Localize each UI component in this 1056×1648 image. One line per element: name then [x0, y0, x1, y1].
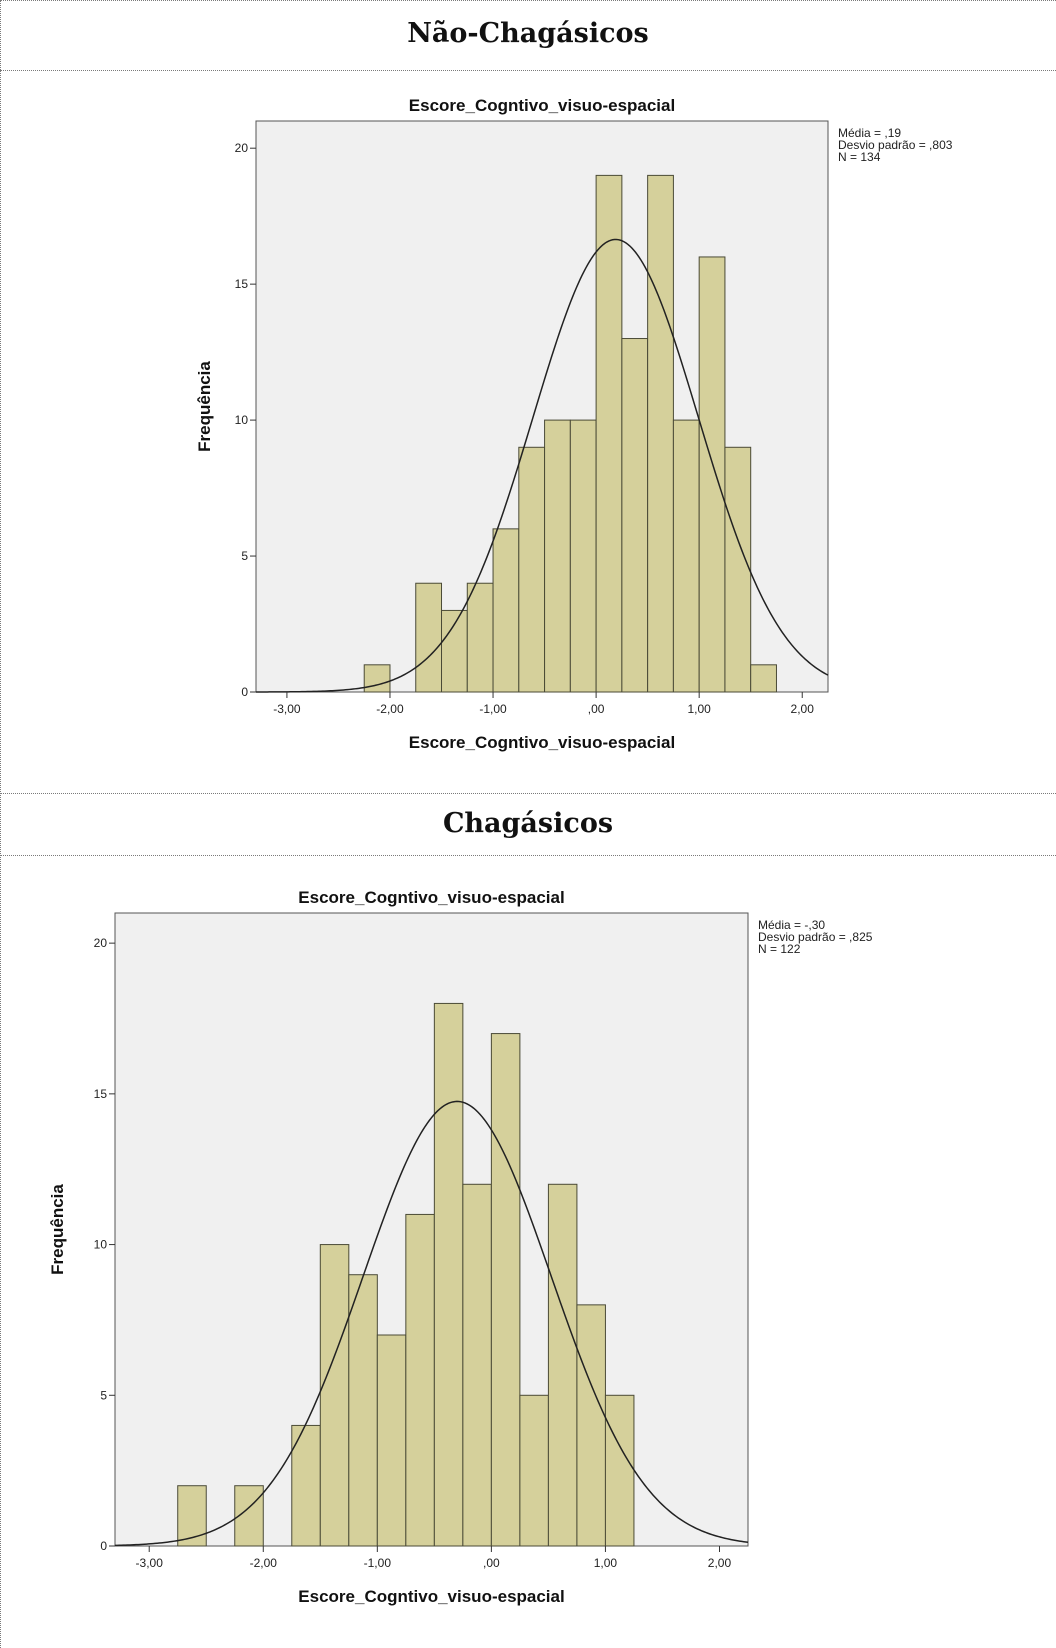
x-tick-label-1: -2,00	[250, 1556, 278, 1570]
summary-stat-2: N = 122	[758, 942, 801, 956]
histogram-bar-4	[348, 1274, 378, 1547]
histogram-bar-9	[621, 338, 649, 693]
histogram-bar-12	[698, 256, 726, 693]
y-tick-label-4: 20	[94, 936, 108, 950]
histogram-bar-9	[490, 1033, 521, 1547]
x-tick-label-0: -3,00	[136, 1556, 164, 1570]
x-tick-label-0: -3,00	[273, 702, 301, 716]
x-axis-label: Escore_Cogntivo_visuo-espacial	[298, 1587, 564, 1606]
x-tick-label-3: ,00	[483, 1556, 500, 1570]
histogram-bar-8	[595, 174, 623, 693]
histogram-bar-2	[291, 1424, 321, 1547]
x-tick-label-2: -1,00	[364, 1556, 392, 1570]
y-tick-label-3: 15	[94, 1087, 108, 1101]
histogram-bar-11	[547, 1183, 578, 1547]
histogram-bar-5	[376, 1334, 407, 1547]
x-tick-label-4: 1,00	[687, 702, 711, 716]
histogram-bar-0	[177, 1485, 207, 1547]
chart-title: Escore_Cogntivo_visuo-espacial	[298, 888, 564, 907]
histogram-bar-3	[466, 582, 494, 693]
normal-curve	[256, 238, 829, 693]
histogram-bar-5	[518, 446, 546, 693]
chart-title: Escore_Cogntivo_visuo-espacial	[409, 96, 675, 115]
x-tick-label-5: 2,00	[708, 1556, 732, 1570]
summary-stat-0: Média = -,30	[758, 918, 825, 932]
y-tick-label-1: 5	[241, 549, 248, 563]
histogram-bar-2	[441, 609, 468, 693]
y-tick-label-2: 10	[235, 413, 249, 427]
summary-stat-0: Média = ,19	[838, 126, 901, 140]
histogram-bar-4	[492, 528, 520, 693]
histogram-bar-8	[462, 1183, 492, 1547]
histogram-chagasicos: Escore_Cogntivo_visuo-espacial 0 5 10 15 20 -3…	[48, 888, 873, 1606]
histogram-bar-10	[647, 174, 674, 693]
histogram-bar-6	[544, 419, 571, 693]
summary-stat-1: Desvio padrão = ,825	[758, 930, 873, 944]
histogram-bar-1	[415, 582, 443, 693]
histogram-bar-7	[569, 419, 597, 693]
histogram-bar-6	[405, 1213, 435, 1547]
x-tick-label-5: 2,00	[791, 702, 815, 716]
histogram-bar-13	[724, 446, 752, 693]
y-tick-label-0: 0	[100, 1539, 107, 1553]
summary-stat-1: Desvio padrão = ,803	[838, 138, 953, 152]
x-tick-label-1: -2,00	[376, 702, 404, 716]
histogram-bar-7	[433, 1002, 464, 1547]
section-header-chagasicos: Chagásicos	[0, 793, 1056, 856]
histogram-bar-11	[672, 419, 700, 693]
histogram-bar-12	[576, 1304, 606, 1547]
y-tick-label-2: 10	[94, 1238, 108, 1252]
y-tick-label-4: 20	[235, 141, 249, 155]
histogram-bar-14	[750, 664, 777, 693]
histogram-bar-3	[319, 1244, 350, 1547]
histogram-bar-0	[363, 664, 391, 693]
y-tick-label-3: 15	[235, 277, 249, 291]
x-tick-label-2: -1,00	[479, 702, 507, 716]
x-tick-label-3: ,00	[588, 702, 605, 716]
y-axis-label: Frequência	[195, 361, 214, 452]
histogram-bar-13	[604, 1394, 635, 1547]
y-axis-label: Frequência	[48, 1184, 67, 1275]
histogram-nao-chagasicos: Escore_Cogntivo_visuo-espacial 0 5 10 15 20 -3…	[195, 96, 953, 752]
x-tick-label-4: 1,00	[594, 1556, 618, 1570]
x-axis-label: Escore_Cogntivo_visuo-espacial	[409, 733, 675, 752]
section-header-nao-chagasicos: Não-Chagásicos	[0, 0, 1056, 71]
normal-curve	[114, 1100, 749, 1547]
y-tick-label-0: 0	[241, 685, 248, 699]
histogram-bar-10	[519, 1394, 549, 1547]
summary-stat-2: N = 134	[838, 150, 881, 164]
y-tick-label-1: 5	[100, 1388, 107, 1402]
